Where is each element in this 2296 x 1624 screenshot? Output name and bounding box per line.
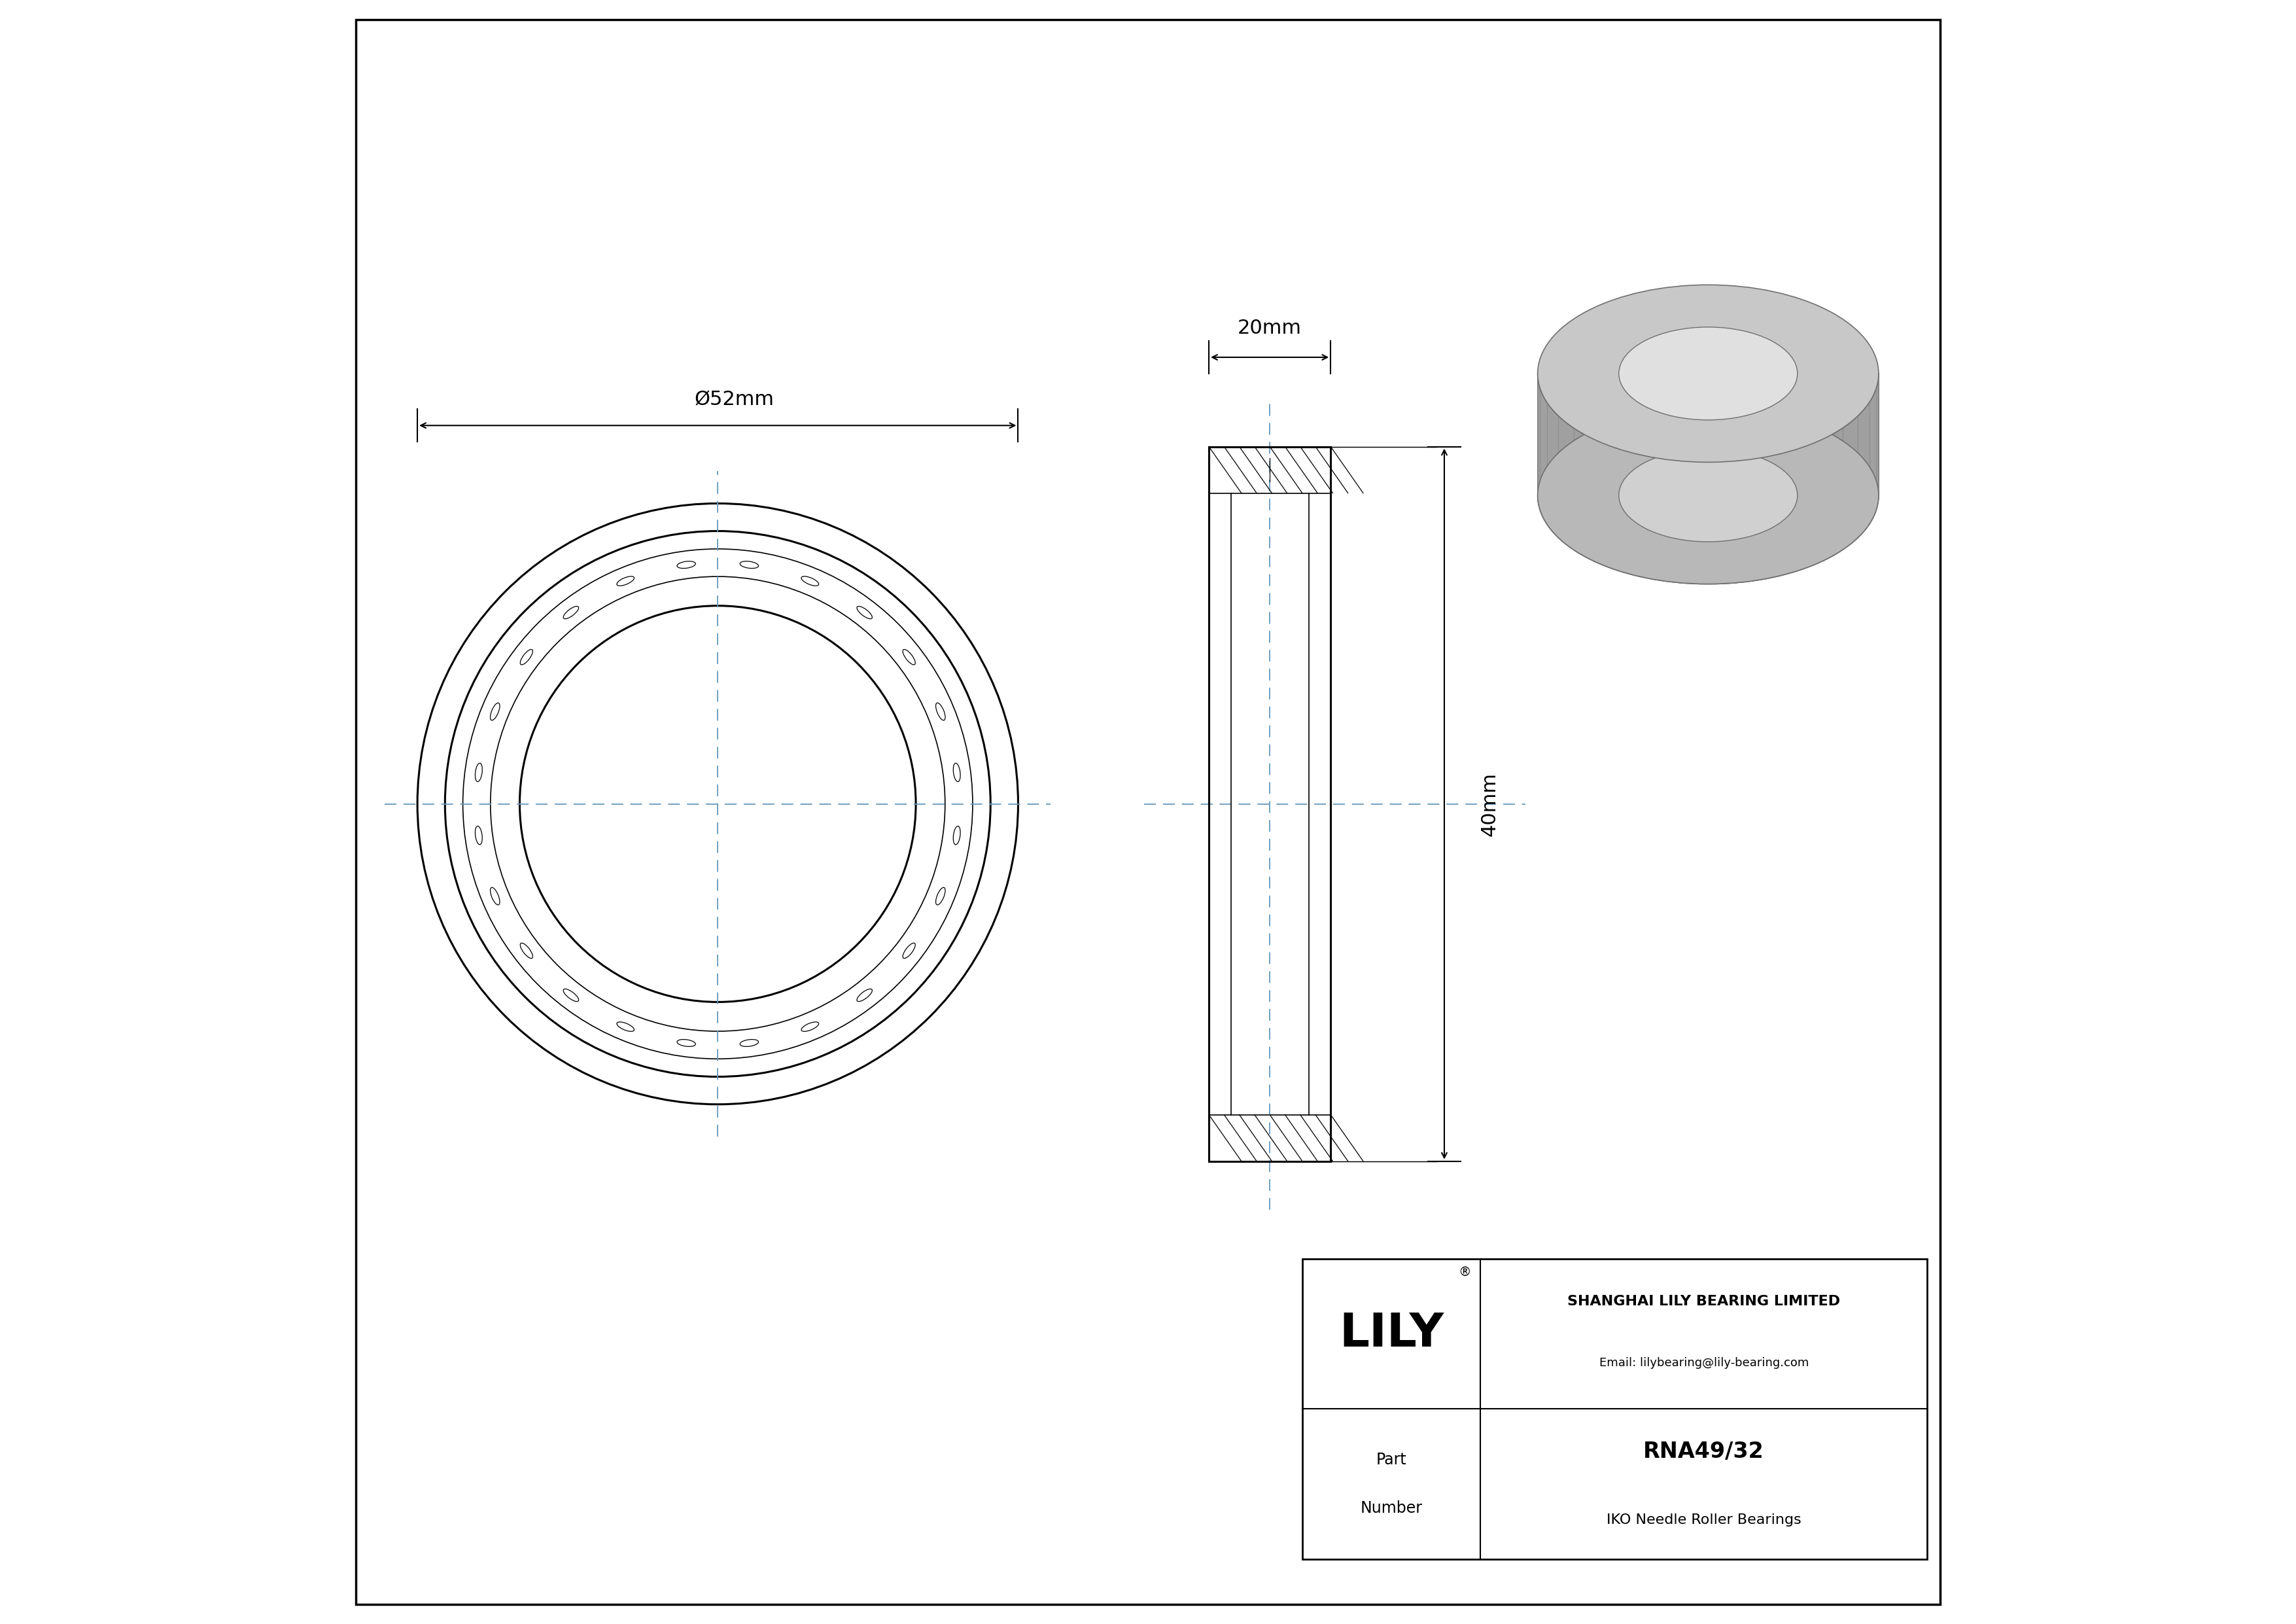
Text: Ø52mm: Ø52mm xyxy=(693,390,774,409)
Ellipse shape xyxy=(1619,448,1798,542)
Polygon shape xyxy=(1538,374,1878,585)
Text: 20mm: 20mm xyxy=(1238,318,1302,338)
Polygon shape xyxy=(1619,374,1798,542)
Text: 40mm: 40mm xyxy=(1481,771,1499,836)
Bar xyxy=(1210,1114,1332,1161)
Bar xyxy=(1302,1259,1926,1559)
Text: RNA49/32: RNA49/32 xyxy=(1644,1440,1763,1462)
Text: ®: ® xyxy=(1458,1265,1472,1278)
Text: Part: Part xyxy=(1375,1452,1407,1468)
Text: SHANGHAI LILY BEARING LIMITED: SHANGHAI LILY BEARING LIMITED xyxy=(1568,1294,1841,1307)
Ellipse shape xyxy=(1538,406,1878,585)
Bar xyxy=(1210,447,1332,494)
Text: Number: Number xyxy=(1359,1501,1424,1517)
Text: LILY: LILY xyxy=(1339,1311,1444,1356)
Text: Email: lilybearing@lily-bearing.com: Email: lilybearing@lily-bearing.com xyxy=(1598,1358,1809,1369)
Text: IKO Needle Roller Bearings: IKO Needle Roller Bearings xyxy=(1607,1514,1802,1527)
Ellipse shape xyxy=(1619,326,1798,421)
Ellipse shape xyxy=(1538,284,1878,463)
